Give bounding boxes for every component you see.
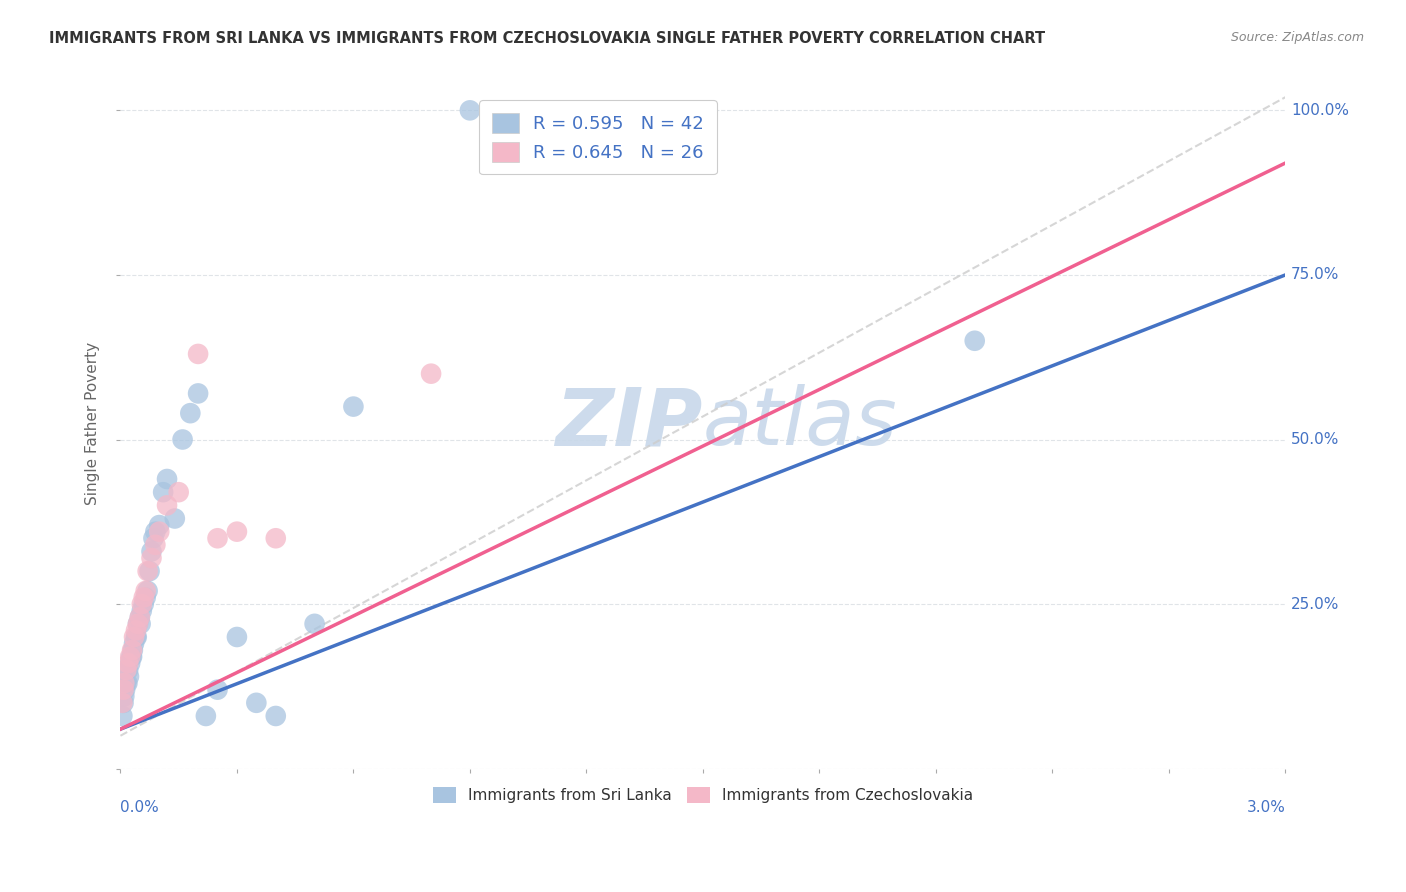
Point xyxy=(136,564,159,578)
Point xyxy=(128,610,150,624)
Text: 3.0%: 3.0% xyxy=(1247,800,1285,814)
Point xyxy=(245,696,267,710)
Point xyxy=(145,538,167,552)
Point xyxy=(112,682,135,697)
Point xyxy=(125,630,148,644)
Point xyxy=(121,643,143,657)
Point xyxy=(121,643,143,657)
Point xyxy=(963,334,986,348)
Point xyxy=(112,696,135,710)
Text: 100.0%: 100.0% xyxy=(1291,103,1350,118)
Point xyxy=(128,610,150,624)
Point xyxy=(187,386,209,401)
Point xyxy=(342,400,364,414)
Point xyxy=(117,657,139,671)
Text: ZIP: ZIP xyxy=(555,384,703,462)
Point xyxy=(142,531,165,545)
Point xyxy=(125,624,148,638)
Point xyxy=(131,604,153,618)
Point xyxy=(141,544,163,558)
Point xyxy=(135,583,157,598)
Point xyxy=(115,676,138,690)
Legend: Immigrants from Sri Lanka, Immigrants from Czechoslovakia: Immigrants from Sri Lanka, Immigrants fr… xyxy=(426,781,979,809)
Point xyxy=(145,524,167,539)
Point xyxy=(226,630,249,644)
Point xyxy=(148,524,170,539)
Point xyxy=(127,616,149,631)
Point xyxy=(122,630,145,644)
Text: 25.0%: 25.0% xyxy=(1291,597,1340,612)
Text: 50.0%: 50.0% xyxy=(1291,432,1340,447)
Point xyxy=(112,690,135,704)
Point xyxy=(122,636,145,650)
Point xyxy=(112,676,135,690)
Point xyxy=(226,524,249,539)
Point xyxy=(132,591,155,605)
Point xyxy=(207,682,229,697)
Text: 75.0%: 75.0% xyxy=(1291,268,1340,283)
Point xyxy=(117,663,139,677)
Point xyxy=(120,649,142,664)
Point xyxy=(125,630,148,644)
Point xyxy=(264,531,287,545)
Point xyxy=(179,406,201,420)
Point xyxy=(120,649,142,664)
Point xyxy=(194,709,217,723)
Point xyxy=(264,709,287,723)
Point xyxy=(138,564,160,578)
Point xyxy=(152,485,174,500)
Point xyxy=(156,499,179,513)
Point xyxy=(614,103,637,118)
Point xyxy=(167,485,190,500)
Text: Source: ZipAtlas.com: Source: ZipAtlas.com xyxy=(1230,31,1364,45)
Point xyxy=(132,597,155,611)
Point xyxy=(114,682,136,697)
Point xyxy=(187,347,209,361)
Text: atlas: atlas xyxy=(703,384,897,462)
Point xyxy=(148,518,170,533)
Point xyxy=(121,649,143,664)
Point xyxy=(136,583,159,598)
Point xyxy=(115,663,138,677)
Text: IMMIGRANTS FROM SRI LANKA VS IMMIGRANTS FROM CZECHOSLOVAKIA SINGLE FATHER POVERT: IMMIGRANTS FROM SRI LANKA VS IMMIGRANTS … xyxy=(49,31,1045,46)
Point xyxy=(156,472,179,486)
Point xyxy=(207,531,229,545)
Text: 0.0%: 0.0% xyxy=(121,800,159,814)
Point xyxy=(129,616,152,631)
Y-axis label: Single Father Poverty: Single Father Poverty xyxy=(86,342,100,505)
Point xyxy=(172,433,194,447)
Point xyxy=(420,367,443,381)
Point xyxy=(131,597,153,611)
Point xyxy=(111,709,134,723)
Point xyxy=(117,676,139,690)
Point xyxy=(163,511,186,525)
Point xyxy=(458,103,481,118)
Point xyxy=(118,669,141,683)
Point xyxy=(141,551,163,566)
Point xyxy=(127,616,149,631)
Point xyxy=(120,657,142,671)
Point xyxy=(304,616,326,631)
Point xyxy=(111,696,134,710)
Point xyxy=(135,591,157,605)
